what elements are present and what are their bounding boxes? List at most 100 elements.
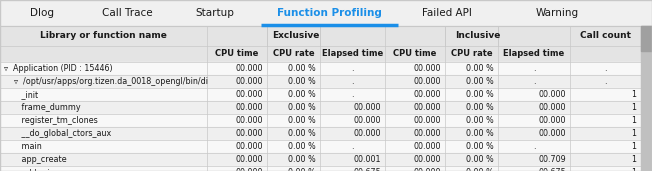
Text: 0.00 %: 0.00 % [466,90,494,99]
Bar [0,114,652,127]
Text: 00.000: 00.000 [413,129,441,138]
Bar [0,88,652,101]
Text: 0.00 %: 0.00 % [466,116,494,125]
Text: Dlog: Dlog [31,8,54,18]
Text: __do_global_ctors_aux: __do_global_ctors_aux [4,129,111,138]
Text: Startup: Startup [196,8,235,18]
Text: .: . [604,64,606,73]
Text: 00.000: 00.000 [539,90,566,99]
Text: 00.000: 00.000 [235,116,263,125]
Text: .: . [351,64,354,73]
Bar [0,0,652,26]
Text: 00.000: 00.000 [413,155,441,164]
Text: Exclusive: Exclusive [273,31,319,41]
Text: 0.00 %: 0.00 % [288,155,316,164]
Text: ▿  /opt/usr/apps/org.tizen.da_0018_opengl/bin/di: ▿ /opt/usr/apps/org.tizen.da_0018_opengl… [4,77,208,86]
Text: 0.00 %: 0.00 % [466,77,494,86]
Text: 00.000: 00.000 [413,142,441,151]
Text: 1: 1 [631,90,636,99]
Text: 00.000: 00.000 [235,155,263,164]
Text: 0.00 %: 0.00 % [466,142,494,151]
Text: 00.000: 00.000 [235,77,263,86]
Text: .: . [351,142,354,151]
Text: 00.000: 00.000 [353,129,381,138]
Bar [0,166,652,171]
Text: 00.000: 00.000 [235,103,263,112]
Text: .: . [604,77,606,86]
Text: 00.000: 00.000 [539,129,566,138]
Text: Warning: Warning [536,8,579,18]
Text: 0.00 %: 0.00 % [466,168,494,171]
Bar [641,26,652,171]
Text: 00.000: 00.000 [353,103,381,112]
Text: .: . [533,77,535,86]
Text: 00.000: 00.000 [413,64,441,73]
Bar [0,127,652,140]
Text: 00.000: 00.000 [235,142,263,151]
Text: 0.00 %: 0.00 % [288,64,316,73]
Text: CPU rate: CPU rate [273,49,314,58]
Text: frame_dummy: frame_dummy [4,103,81,112]
Text: 0.00 %: 0.00 % [288,77,316,86]
Text: 1: 1 [631,116,636,125]
Text: .: . [533,64,535,73]
Text: 0.00 %: 0.00 % [288,116,316,125]
Text: Call Trace: Call Trace [102,8,153,18]
Text: register_tm_clones: register_tm_clones [4,116,98,125]
Text: 00.000: 00.000 [235,168,263,171]
Text: 0.00 %: 0.00 % [466,64,494,73]
Bar [0,140,652,153]
Bar [0,26,652,46]
Text: 00.000: 00.000 [235,64,263,73]
Text: 00.675: 00.675 [353,168,381,171]
Text: 1: 1 [631,142,636,151]
Text: 00.709: 00.709 [539,155,566,164]
Text: CPU time: CPU time [215,49,259,58]
Bar [0,75,652,88]
Text: ▿  Application (PID : 15446): ▿ Application (PID : 15446) [4,64,113,73]
Text: 00.000: 00.000 [413,90,441,99]
Bar [0,62,652,75]
Text: 00.000: 00.000 [539,116,566,125]
Text: Failed API: Failed API [422,8,471,18]
Text: app_create: app_create [4,155,67,164]
Text: Call count: Call count [580,31,630,41]
Bar [0,46,652,62]
Text: 0.00 %: 0.00 % [288,168,316,171]
Text: 00.000: 00.000 [413,77,441,86]
Text: .: . [351,77,354,86]
Text: .: . [351,90,354,99]
Text: 00.000: 00.000 [353,116,381,125]
Text: Inclusive: Inclusive [455,31,500,41]
Text: _init: _init [4,90,38,99]
Bar [641,26,652,51]
Text: 00.000: 00.000 [235,90,263,99]
Text: 1: 1 [631,168,636,171]
Text: add_win: add_win [4,168,55,171]
Text: .: . [533,142,535,151]
Text: 1: 1 [631,103,636,112]
Text: 0.00 %: 0.00 % [466,129,494,138]
Text: 0.00 %: 0.00 % [288,90,316,99]
Text: 00.000: 00.000 [413,103,441,112]
Text: 0.00 %: 0.00 % [288,142,316,151]
Text: CPU rate: CPU rate [451,49,492,58]
Bar [0,153,652,166]
Text: 0.00 %: 0.00 % [466,155,494,164]
Text: 00.001: 00.001 [353,155,381,164]
Text: 00.675: 00.675 [539,168,566,171]
Text: 0.00 %: 0.00 % [288,129,316,138]
Text: 0.00 %: 0.00 % [466,103,494,112]
Text: 1: 1 [631,129,636,138]
Text: 1: 1 [631,155,636,164]
Bar [0,101,652,114]
Text: Library or function name: Library or function name [40,31,167,41]
Text: 00.000: 00.000 [413,116,441,125]
Text: 00.000: 00.000 [413,168,441,171]
Text: 00.000: 00.000 [539,103,566,112]
Text: CPU time: CPU time [393,49,437,58]
Text: Elapsed time: Elapsed time [503,49,565,58]
Text: Function Profiling: Function Profiling [277,8,381,18]
Text: Elapsed time: Elapsed time [322,49,383,58]
Text: 00.000: 00.000 [235,129,263,138]
